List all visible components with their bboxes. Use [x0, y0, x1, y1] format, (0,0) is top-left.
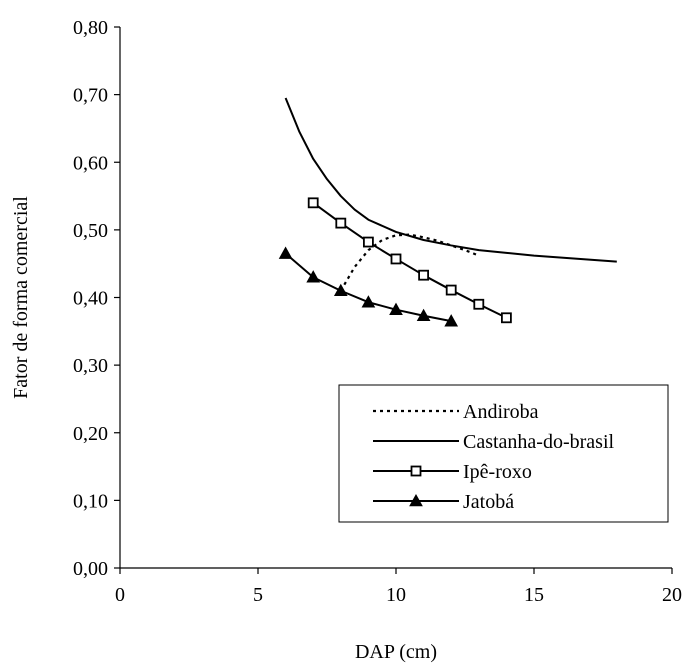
y-tick-label: 0,50: [73, 220, 108, 242]
legend-item-andiroba: Andiroba: [373, 401, 539, 423]
x-tick-label: 10: [386, 584, 406, 606]
y-tick-label: 0,00: [73, 558, 108, 580]
data-point-triangle: [409, 493, 423, 507]
legend-label: Castanha-do-brasil: [463, 431, 615, 453]
series-line-andiroba: [339, 233, 480, 292]
legend-label: Ipê-roxo: [463, 461, 532, 483]
legend: Andiroba Castanha-do-brasil Ipê-roxo Jatobá: [338, 384, 669, 523]
legend-items: Andiroba Castanha-do-brasil Ipê-roxo Jatobá: [373, 401, 615, 513]
x-tick-label: 20: [662, 584, 682, 606]
x-axis-ticks: 0 5 10 15 20: [115, 568, 682, 606]
data-point-square: [445, 284, 457, 296]
data-point-square: [410, 465, 422, 477]
data-point-square: [307, 197, 319, 209]
legend-item-jatob-: Jatobá: [373, 491, 514, 513]
data-point-triangle: [361, 295, 376, 308]
data-point-triangle: [306, 270, 321, 283]
data-point-triangle: [416, 308, 431, 322]
x-tick-label: 0: [115, 584, 125, 606]
y-tick-label: 0,40: [73, 288, 108, 310]
legend-label: Jatobá: [463, 491, 514, 513]
series-castanha-do-brasil: [284, 97, 617, 263]
data-point-triangle: [333, 283, 348, 297]
y-tick-label: 0,30: [73, 355, 108, 377]
series-layer: [278, 97, 617, 327]
legend-item-ip-roxo: Ipê-roxo: [373, 461, 532, 483]
series-line-jatob-: [284, 252, 452, 323]
series-andiroba: [339, 233, 480, 292]
legend-label: Andiroba: [463, 401, 539, 423]
legend-item-castanha-do-brasil: Castanha-do-brasil: [373, 431, 615, 453]
data-point-square: [418, 269, 430, 281]
data-point-square: [473, 298, 485, 310]
data-point-triangle: [444, 314, 459, 327]
y-axis-title: Fator de forma comercial: [10, 196, 32, 399]
data-point-square: [362, 236, 374, 248]
x-axis-title: DAP (cm): [355, 641, 437, 663]
y-tick-label: 0,80: [73, 17, 108, 39]
data-point-square: [500, 312, 512, 324]
legend-box: [338, 384, 669, 523]
series-jatob-: [278, 246, 459, 327]
x-tick-label: 5: [253, 584, 263, 606]
y-tick-label: 0,70: [73, 85, 108, 107]
data-point-triangle: [278, 246, 293, 259]
data-point-square: [335, 217, 347, 229]
y-tick-label: 0,10: [73, 490, 108, 512]
data-point-square: [390, 253, 402, 265]
x-tick-label: 15: [524, 584, 544, 606]
y-tick-label: 0,60: [73, 152, 108, 174]
y-axis-ticks: 0,00 0,10 0,20 0,30 0,40 0,50 0,60 0,70 0,80: [73, 17, 120, 580]
y-tick-label: 0,20: [73, 423, 108, 445]
data-point-triangle: [389, 302, 403, 315]
series-ip-roxo: [307, 197, 512, 324]
series-line-castanha-do-brasil: [284, 97, 617, 263]
